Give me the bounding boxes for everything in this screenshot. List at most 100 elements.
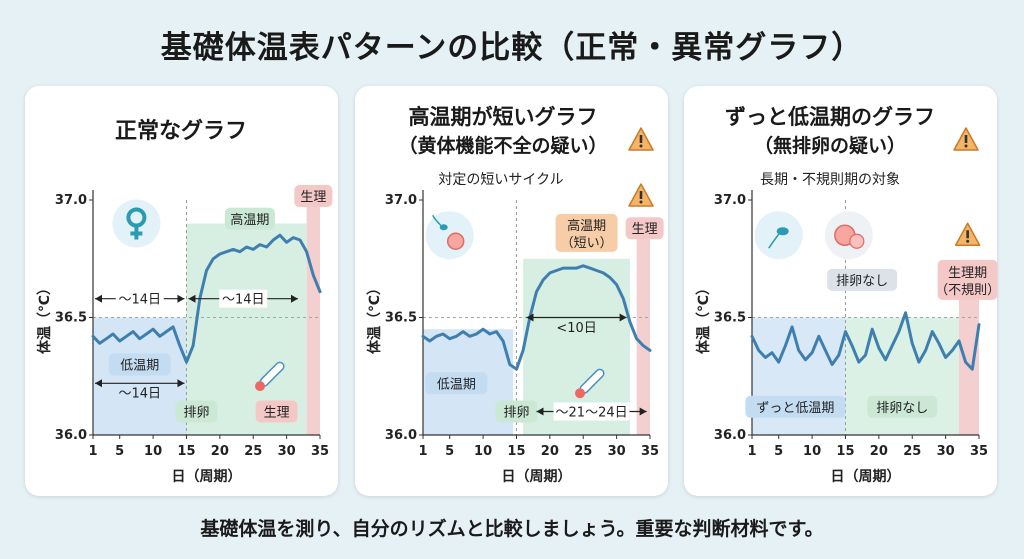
label-high-phase-text: 高温期: [567, 218, 606, 234]
label-low-phase-text: 低温期: [437, 377, 476, 392]
y-tick-label: 36.5: [55, 311, 87, 326]
label-long-low-bg: [745, 395, 846, 418]
x-tick-label: 5: [774, 444, 783, 459]
y-tick-label: 36.5: [385, 311, 417, 326]
label-period-top-text: 生理: [300, 190, 326, 205]
arrow-low-span-head-right: [177, 294, 185, 303]
chart-title: 高温期が短いグラフ: [409, 105, 598, 129]
warning-icon: [628, 183, 654, 207]
label-low-phase-bg: [108, 353, 171, 376]
label-period-bottom-text: 生理: [264, 406, 290, 421]
label-ovulation-bg: [175, 400, 218, 423]
x-tick-label: 30: [608, 444, 626, 459]
egg-shape-small: [849, 233, 865, 249]
chart-normal: 正常なグラフ 36.036.537.01 5 10 15 20 25 30 35日（周期）体温…: [36, 118, 333, 485]
arrow-high-span-head-left: [188, 294, 196, 303]
arrow-label-span: <10日: [556, 321, 596, 336]
arrow-low-span-head-left: [95, 294, 102, 303]
x-tick-label: 35: [641, 444, 659, 459]
arrow-label-right: ～14日: [222, 293, 265, 308]
warning-bar: [966, 230, 969, 239]
x-tick-label: 10: [803, 444, 821, 459]
warning-bar: [639, 135, 643, 143]
temperature-line: [91, 233, 322, 364]
y-tick-label: 37.0: [55, 193, 87, 208]
label-period-top-text: 生理期: [948, 266, 987, 281]
thermometer-bulb: [575, 388, 586, 399]
temperature-line: [750, 311, 981, 371]
chart-title: 正常なグラフ: [115, 118, 247, 144]
label-no-ovulation-bottom-bg: [867, 395, 938, 418]
arrow-bottom-span-head-right: [177, 379, 185, 388]
label-long-low: ずっと低温期: [745, 395, 846, 418]
panel-no-ovulation: ずっと低温期のグラフ （無排卵の疑い） 長期・不規則期の対象 36.0 36.5 3…: [684, 86, 1000, 496]
x-tick-label: 1: [88, 444, 97, 459]
x-axis-label: 日（周期）: [502, 469, 572, 485]
arrow-label-bg: [553, 402, 630, 421]
page-title: 基礎体温表パターンの比較（正常・異常グラフ）: [160, 30, 864, 66]
x-tick-label: 1: [418, 444, 427, 459]
label-high-phase-bg: [555, 213, 618, 252]
period-region: [636, 220, 650, 435]
x-tick-label: 15: [836, 444, 854, 459]
label-ovulation-bg: [495, 400, 538, 423]
x-tick-label: 35: [311, 444, 329, 459]
label-period-top: 生理: [625, 217, 664, 240]
sperm-head: [439, 224, 448, 231]
label-no-ovulation-bottom: 排卵なし: [867, 395, 938, 418]
egg-shape: [446, 232, 465, 250]
label-low-phase: 低温期: [425, 372, 488, 395]
label-high-phase-bg: [224, 207, 275, 230]
chart-note: 長期・不規則期の対象: [760, 172, 900, 188]
warning-dot: [639, 144, 643, 148]
female-symbol-icon: [112, 199, 161, 248]
period-region: [306, 186, 320, 435]
chart-subtitle: （黄体機能不全の疑い）: [398, 134, 607, 157]
x-axis-label: 日（周期）: [831, 469, 901, 485]
x-tick-label: 30: [278, 444, 296, 459]
x-tick-label: 20: [211, 444, 229, 459]
arrow-label-bottom: ～14日: [118, 387, 161, 402]
arrow-label-bg: [115, 289, 164, 308]
x-tick-label: 1: [747, 444, 756, 459]
label-long-low-text: ずっと低温期: [756, 401, 834, 416]
egg-icon: [824, 211, 873, 260]
x-tick-label: 20: [870, 444, 888, 459]
thermometer-icon: [255, 361, 285, 392]
label-no-ovulation-top: 排卵なし: [827, 268, 898, 291]
warning-dot: [966, 239, 970, 243]
warning-bar: [639, 191, 643, 199]
warning-icon: [954, 222, 981, 246]
label-period-top-text: 生理: [632, 222, 658, 237]
high-phase-region: [186, 223, 307, 435]
label-low-phase: 低温期: [108, 353, 171, 376]
label-ovulation-text: 排卵: [503, 406, 529, 421]
warning-dot: [964, 144, 968, 148]
label-ovulation: 排卵: [495, 400, 538, 423]
footer-note: 基礎体温を測り、自分のリズムと比較しましょう。重要な判断材料です。: [200, 518, 824, 540]
label-high-phase-text-2: （短い）: [561, 236, 613, 251]
label-period-top-bg: [937, 259, 998, 300]
x-tick-label: 5: [445, 444, 454, 459]
sperm-icon: [754, 211, 803, 260]
label-period-bottom: 生理: [255, 400, 298, 423]
arrow-bottom-span-head-left: [95, 379, 102, 388]
label-high-phase-text: 高温期: [230, 212, 269, 228]
chart-subtitle: （無排卵の疑い）: [754, 134, 906, 157]
label-no-ovulation-top-text: 排卵なし: [836, 274, 888, 289]
x-tick-label: 15: [177, 444, 195, 459]
label-ovulation-text: 排卵: [183, 406, 209, 421]
low-phase-region: [93, 317, 187, 435]
label-period-top-bg: [294, 185, 333, 207]
x-tick-label: 15: [507, 444, 525, 459]
x-tick-label: 25: [574, 444, 592, 459]
warning-dot: [639, 200, 643, 204]
arrow-cycle-head-left: [536, 407, 544, 416]
label-period-top-bg: [625, 217, 664, 240]
label-period-top: 生理: [294, 185, 333, 207]
x-tick-label: 35: [970, 444, 988, 459]
label-low-phase-bg: [425, 372, 488, 395]
x-tick-label: 10: [474, 444, 492, 459]
label-period-top-text-2: （不規則）: [935, 283, 1000, 298]
arrow-cycle-head-right: [639, 407, 647, 416]
